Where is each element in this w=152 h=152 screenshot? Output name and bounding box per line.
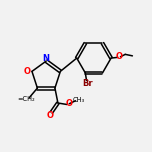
Text: O: O	[65, 99, 72, 108]
Text: Br: Br	[82, 79, 93, 88]
Text: O: O	[116, 52, 123, 61]
Text: O: O	[47, 111, 54, 120]
Text: N: N	[43, 54, 50, 63]
Text: CH₃: CH₃	[73, 97, 85, 103]
Text: =CH₂: =CH₂	[18, 96, 35, 102]
Text: O: O	[24, 67, 31, 76]
